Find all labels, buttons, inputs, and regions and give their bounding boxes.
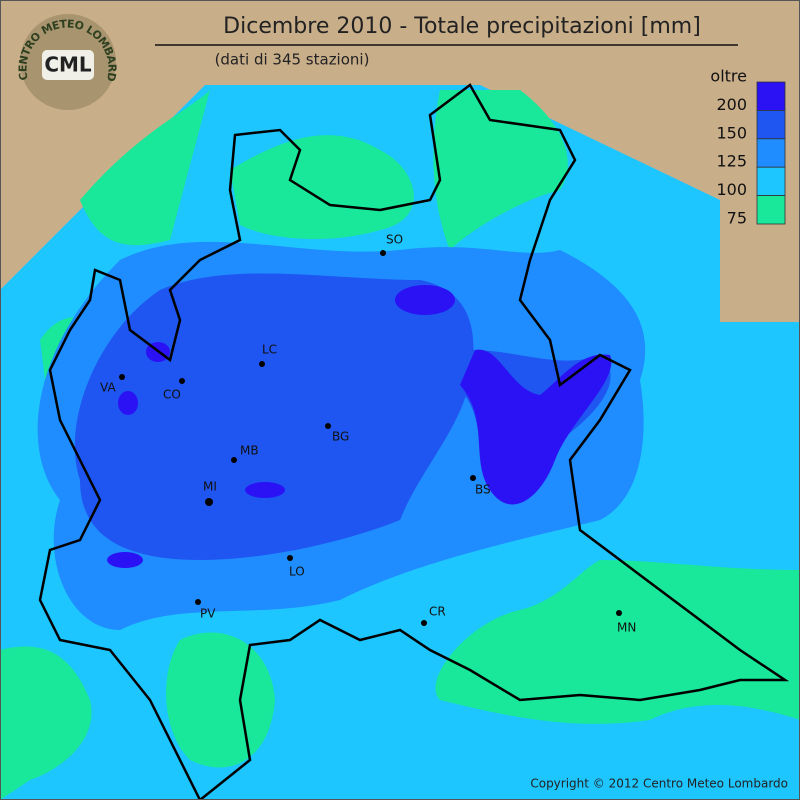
city-dot [231, 457, 237, 463]
city-label: VA [100, 381, 116, 395]
city-label: SO [386, 233, 403, 247]
subtitle: (dati di 345 stazioni) [215, 51, 370, 69]
city-label: LC [262, 343, 277, 357]
legend-swatch [756, 166, 786, 196]
legend-label: oltre [710, 67, 747, 86]
city-dot [119, 374, 125, 380]
city-dot [259, 361, 265, 367]
legend-label: 75 [727, 209, 747, 228]
legend-label: 150 [716, 123, 747, 142]
logo-abbr: CML [44, 53, 92, 77]
city-label: CR [429, 605, 446, 619]
copyright: Copyright © 2012 Centro Meteo Lombardo [530, 777, 788, 791]
region-border [38, 83, 790, 800]
city-label: LO [289, 565, 305, 579]
legend: oltre 200 150 125 100 75 [710, 67, 786, 228]
city-dot [205, 498, 213, 506]
legend-swatch [756, 110, 786, 140]
logo-box [42, 50, 94, 80]
city-label: MB [240, 444, 259, 458]
legend-swatch [756, 81, 786, 111]
legend-label: 200 [716, 95, 747, 114]
title: Dicembre 2010 - Totale precipitazioni [m… [223, 14, 701, 39]
city-label: MN [617, 621, 636, 635]
city-label: BG [332, 430, 349, 444]
legend-label: 125 [716, 152, 747, 171]
city-dot [179, 378, 185, 384]
city-dot [287, 555, 293, 561]
city-label: CO [163, 388, 181, 402]
city-dot [616, 610, 622, 616]
city-label: BS [475, 483, 491, 497]
legend-swatch [756, 195, 786, 225]
city-dot [380, 250, 386, 256]
city-dot [325, 423, 331, 429]
city-dot [421, 620, 427, 626]
city-label: PV [200, 607, 216, 621]
city-dot [195, 599, 201, 605]
city-label: MI [203, 480, 217, 494]
city-dot [470, 475, 476, 481]
cities: SO LC VA CO BG MB MI BS LO PV CR MN [100, 233, 636, 635]
legend-swatch [756, 138, 786, 168]
legend-label: 100 [716, 180, 747, 199]
